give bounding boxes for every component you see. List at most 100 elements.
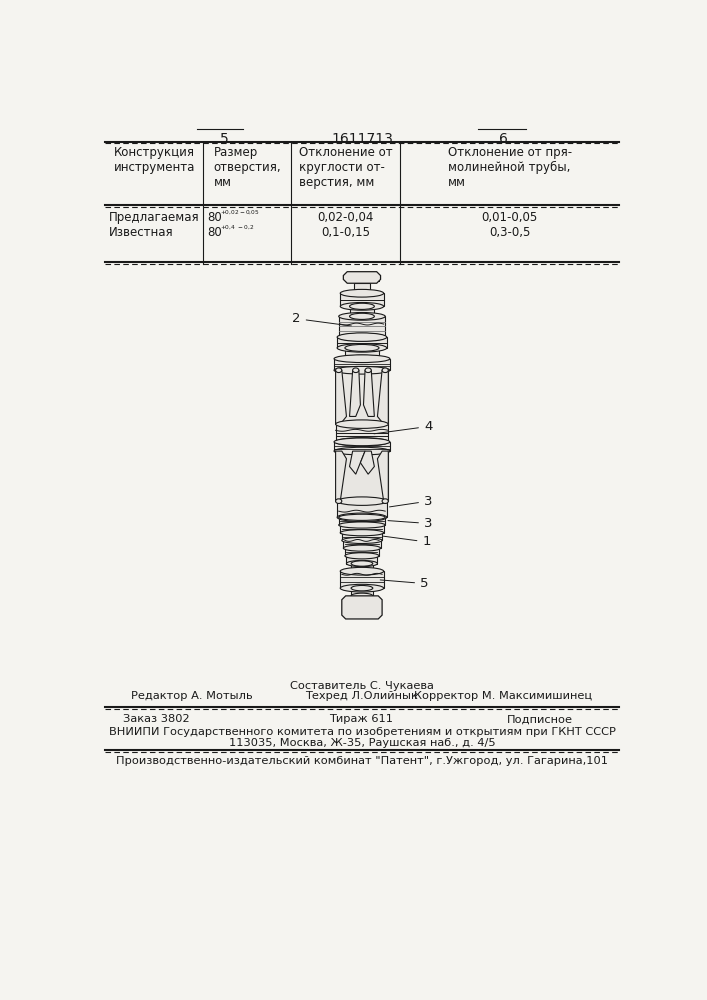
Text: Составитель С. Чукаева: Составитель С. Чукаева bbox=[290, 681, 434, 691]
Ellipse shape bbox=[337, 344, 387, 352]
Bar bbox=[337, 337, 387, 348]
Text: 0,3-0,5: 0,3-0,5 bbox=[489, 226, 530, 239]
Text: 80: 80 bbox=[207, 211, 222, 224]
Text: Размер
отверстия,
мм: Размер отверстия, мм bbox=[214, 146, 281, 189]
Ellipse shape bbox=[334, 438, 390, 446]
Ellipse shape bbox=[351, 593, 373, 599]
Text: Редактор А. Мотыль: Редактор А. Мотыль bbox=[131, 691, 252, 701]
Bar bbox=[344, 540, 380, 548]
Ellipse shape bbox=[334, 366, 390, 374]
Ellipse shape bbox=[345, 344, 379, 351]
Polygon shape bbox=[349, 451, 365, 474]
Text: Конструкция
инструмента: Конструкция инструмента bbox=[114, 146, 195, 174]
Ellipse shape bbox=[339, 312, 385, 320]
Text: 3: 3 bbox=[390, 495, 433, 508]
Polygon shape bbox=[378, 370, 388, 424]
Ellipse shape bbox=[334, 355, 390, 363]
Ellipse shape bbox=[340, 289, 384, 297]
Text: Заказ 3802: Заказ 3802 bbox=[123, 714, 190, 724]
Ellipse shape bbox=[353, 368, 359, 373]
Text: 5: 5 bbox=[220, 132, 228, 146]
Text: 0,02-0,04: 0,02-0,04 bbox=[317, 211, 374, 224]
Ellipse shape bbox=[340, 567, 384, 575]
Bar bbox=[340, 293, 384, 306]
Ellipse shape bbox=[345, 355, 379, 362]
Ellipse shape bbox=[351, 569, 373, 574]
Ellipse shape bbox=[337, 497, 387, 505]
Bar bbox=[334, 359, 390, 370]
Bar bbox=[346, 556, 378, 564]
Bar bbox=[334, 442, 390, 451]
Ellipse shape bbox=[340, 302, 384, 310]
Polygon shape bbox=[344, 272, 380, 283]
Text: Корректор М. Максимишинец: Корректор М. Максимишинец bbox=[414, 691, 592, 701]
Ellipse shape bbox=[334, 447, 390, 455]
Text: 6: 6 bbox=[498, 132, 508, 146]
Bar bbox=[337, 501, 387, 517]
Bar bbox=[339, 316, 385, 337]
Ellipse shape bbox=[351, 585, 373, 591]
Bar bbox=[339, 517, 385, 525]
Text: 1: 1 bbox=[383, 535, 431, 548]
Ellipse shape bbox=[365, 368, 371, 373]
Text: Производственно-издательский комбинат "Патент", г.Ужгород, ул. Гагарина,101: Производственно-издательский комбинат "П… bbox=[116, 756, 608, 766]
Polygon shape bbox=[363, 370, 374, 416]
Bar bbox=[354, 283, 370, 293]
Bar bbox=[345, 548, 379, 556]
Text: Отклонение от
круглости от-
верстия, мм: Отклонение от круглости от- верстия, мм bbox=[299, 146, 392, 189]
Polygon shape bbox=[341, 596, 382, 619]
Text: Отклонение от пря-
молинейной трубы,
мм: Отклонение от пря- молинейной трубы, мм bbox=[448, 146, 572, 189]
Bar bbox=[340, 525, 384, 533]
Text: Подписное: Подписное bbox=[507, 714, 573, 724]
Ellipse shape bbox=[351, 561, 373, 566]
Polygon shape bbox=[336, 451, 346, 501]
Text: 2: 2 bbox=[292, 312, 351, 326]
Polygon shape bbox=[336, 370, 346, 424]
Ellipse shape bbox=[336, 420, 388, 428]
Ellipse shape bbox=[382, 499, 388, 503]
Bar bbox=[349, 306, 374, 316]
Ellipse shape bbox=[346, 560, 378, 567]
Bar bbox=[340, 571, 384, 588]
Ellipse shape bbox=[341, 537, 382, 544]
Ellipse shape bbox=[340, 584, 384, 592]
Ellipse shape bbox=[339, 514, 385, 520]
Bar bbox=[336, 370, 388, 424]
Bar bbox=[351, 588, 373, 596]
Text: Известная: Известная bbox=[109, 226, 173, 239]
Text: 5: 5 bbox=[380, 577, 428, 590]
Text: 0,01-0,05: 0,01-0,05 bbox=[481, 211, 538, 224]
Text: $^{+0{,}02-0{,}05}$: $^{+0{,}02-0{,}05}$ bbox=[220, 210, 260, 219]
Ellipse shape bbox=[336, 438, 388, 446]
Text: $^{+0{,}4\ -0{,}2}$: $^{+0{,}4\ -0{,}2}$ bbox=[220, 225, 255, 234]
Ellipse shape bbox=[349, 303, 374, 309]
Ellipse shape bbox=[382, 368, 388, 373]
Polygon shape bbox=[361, 451, 374, 474]
Text: 0,1-0,15: 0,1-0,15 bbox=[321, 226, 370, 239]
Ellipse shape bbox=[337, 333, 387, 341]
Polygon shape bbox=[378, 451, 388, 501]
Text: 113035, Москва, Ж-35, Раушская наб., д. 4/5: 113035, Москва, Ж-35, Раушская наб., д. … bbox=[228, 738, 496, 748]
Bar bbox=[341, 533, 382, 540]
Text: ВНИИПИ Государственного комитета по изобретениям и открытиям при ГКНТ СССР: ВНИИПИ Государственного комитета по изоб… bbox=[108, 727, 615, 737]
Text: 80: 80 bbox=[207, 226, 222, 239]
Bar bbox=[351, 564, 373, 571]
Bar bbox=[336, 451, 388, 501]
Text: 3: 3 bbox=[388, 517, 433, 530]
Text: Предлагаемая: Предлагаемая bbox=[109, 211, 199, 224]
Text: Тираж 611: Тираж 611 bbox=[329, 714, 392, 724]
Ellipse shape bbox=[336, 499, 341, 503]
Ellipse shape bbox=[340, 530, 384, 536]
Ellipse shape bbox=[344, 545, 380, 551]
Ellipse shape bbox=[336, 368, 341, 373]
Ellipse shape bbox=[345, 553, 379, 559]
Ellipse shape bbox=[337, 513, 387, 522]
Ellipse shape bbox=[339, 333, 385, 341]
Ellipse shape bbox=[339, 522, 385, 528]
Text: 4: 4 bbox=[374, 420, 432, 434]
Polygon shape bbox=[349, 370, 361, 416]
Ellipse shape bbox=[349, 313, 374, 319]
Text: 1611713: 1611713 bbox=[331, 132, 393, 146]
Bar bbox=[336, 424, 388, 442]
Bar bbox=[345, 348, 379, 359]
